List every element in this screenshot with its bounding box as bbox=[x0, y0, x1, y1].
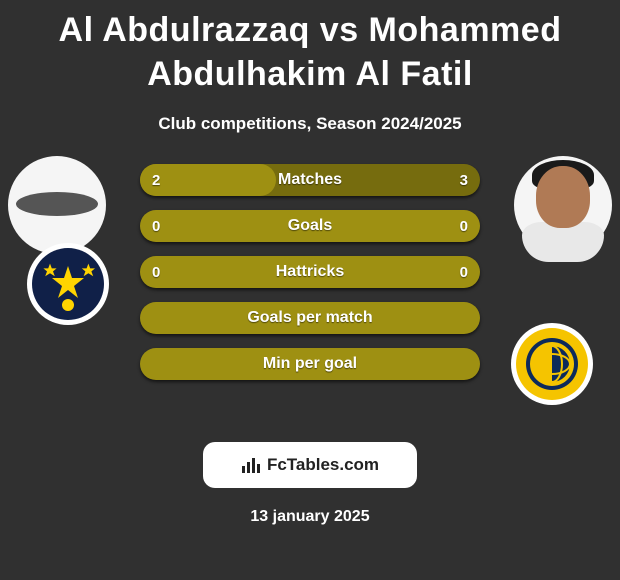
stat-row: 0 0 Hattricks bbox=[140, 256, 480, 288]
player-right-photo bbox=[514, 156, 612, 254]
club-right-badge bbox=[510, 322, 594, 406]
stat-label: Matches bbox=[140, 164, 480, 196]
comparison-arena: 2 3 Matches 0 0 Goals 0 0 Hattricks Goal… bbox=[0, 174, 620, 424]
club-left-badge bbox=[26, 242, 110, 326]
subtitle: Club competitions, Season 2024/2025 bbox=[0, 114, 620, 134]
page-title: Al Abdulrazzaq vs Mohammed Abdulhakim Al… bbox=[0, 0, 620, 96]
stat-row: 0 0 Goals bbox=[140, 210, 480, 242]
date-stamp: 13 january 2025 bbox=[0, 508, 620, 526]
player-left-photo bbox=[8, 156, 106, 254]
stat-label: Goals bbox=[140, 210, 480, 242]
stat-label: Goals per match bbox=[140, 302, 480, 334]
stat-row: Goals per match bbox=[140, 302, 480, 334]
watermark-text: FcTables.com bbox=[267, 455, 379, 475]
stat-label: Min per goal bbox=[140, 348, 480, 380]
stat-row: 2 3 Matches bbox=[140, 164, 480, 196]
watermark: FcTables.com bbox=[203, 442, 417, 488]
bars-icon bbox=[241, 456, 261, 474]
stat-row: Min per goal bbox=[140, 348, 480, 380]
stat-label: Hattricks bbox=[140, 256, 480, 288]
stat-bars: 2 3 Matches 0 0 Goals 0 0 Hattricks Goal… bbox=[140, 164, 480, 394]
